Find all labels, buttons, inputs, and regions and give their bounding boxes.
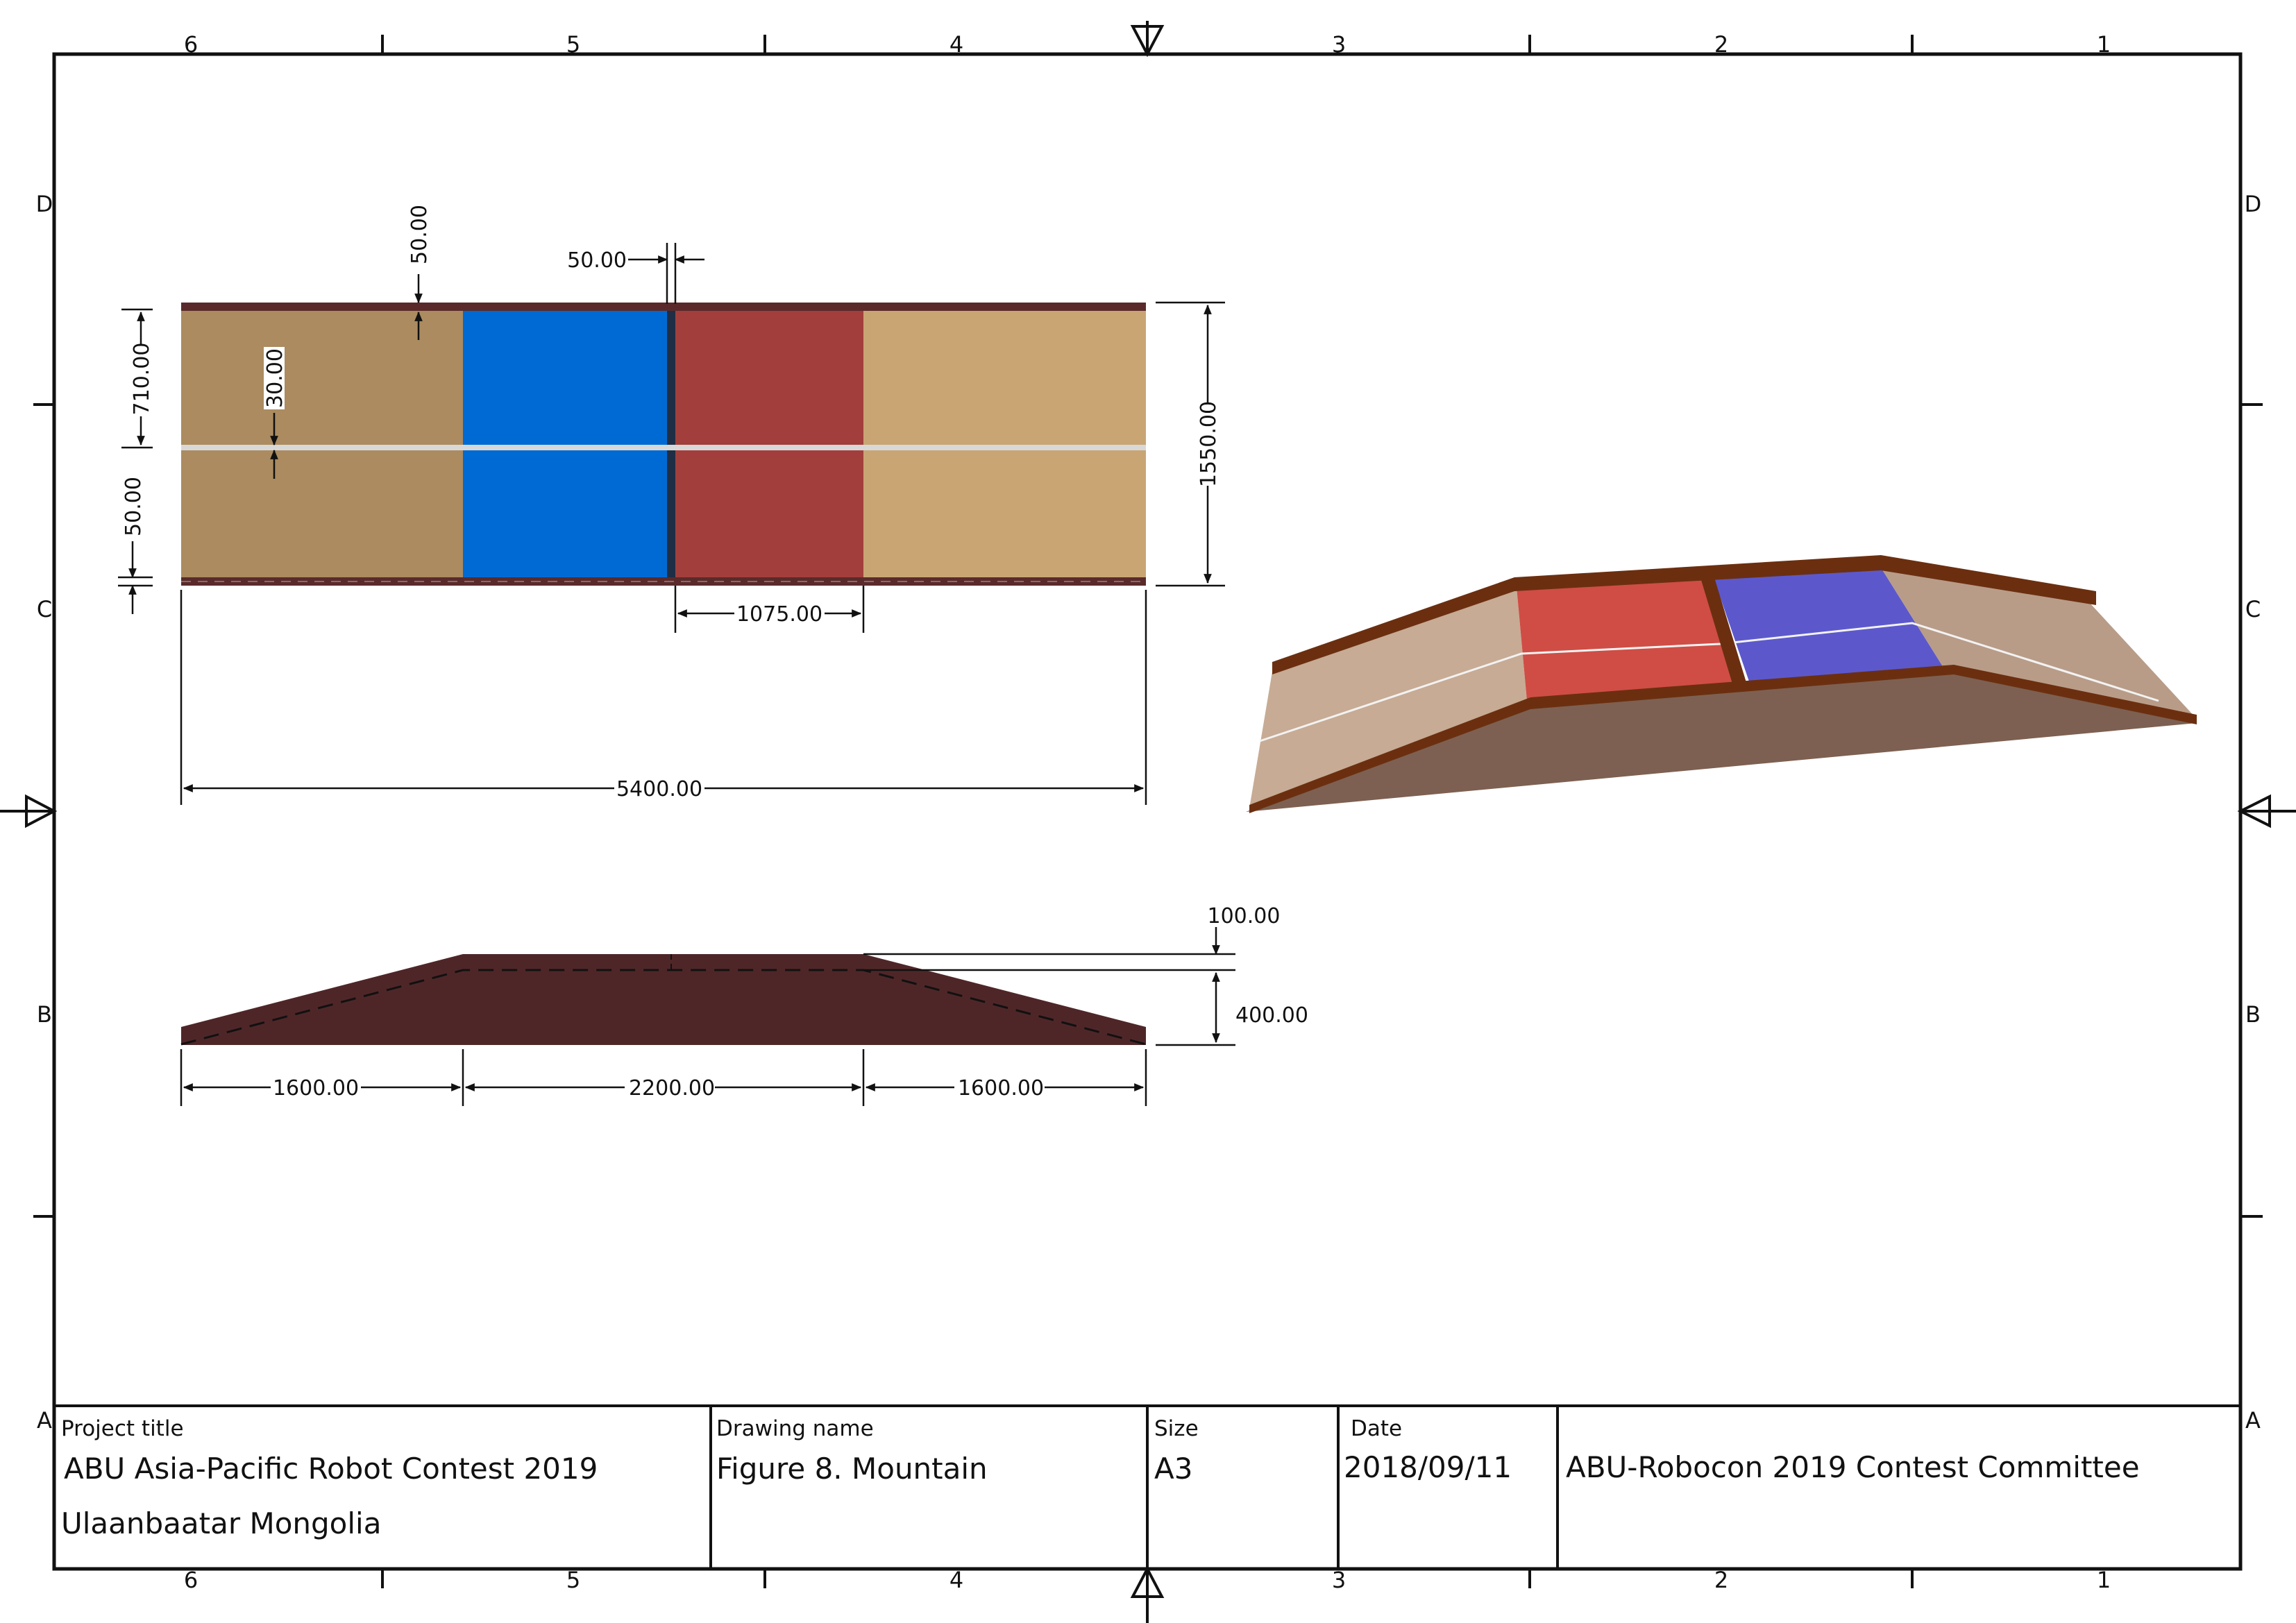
grid-labels: 6 5 4 3 2 1 6 5 4 3 2 1 D C B A D C B A	[36, 31, 2262, 1593]
row-label-d-left: D	[36, 191, 53, 217]
dim-label-mountain-height: 400.00	[1235, 1003, 1308, 1028]
dim-label-rail-height: 100.00	[1208, 904, 1281, 928]
center-mark-left	[25, 794, 58, 829]
dim-label-lower-rail: 50.00	[121, 477, 146, 536]
dim-label-slope-right: 1600.00	[958, 1076, 1044, 1101]
column-label-5-bottom: 5	[566, 1567, 580, 1593]
plan-blue-zone	[463, 309, 667, 579]
project-title-line1: ABU Asia-Pacific Robot Contest 2019	[64, 1452, 598, 1486]
column-label-6-top: 6	[184, 31, 198, 58]
column-label-2-top: 2	[1714, 31, 1728, 58]
dim-label-center-line: 30.00	[263, 348, 287, 408]
iso-divider	[1697, 566, 1748, 688]
dim-label-slope-left: 1600.00	[273, 1076, 359, 1101]
column-label-3-bottom: 3	[1332, 1567, 1346, 1593]
iso-center-line	[1259, 622, 2159, 742]
plan-top-rail	[181, 303, 1146, 311]
column-label-4-top: 4	[949, 31, 963, 58]
column-label-1-top: 1	[2097, 31, 2111, 58]
center-mark-top	[1130, 25, 1165, 58]
dim-label-overall-length: 5400.00	[616, 777, 702, 801]
plan-bottom-rail	[181, 577, 1146, 586]
title-block	[54, 1404, 2240, 1569]
elevation-dimension-labels: 100.00 400.00 1600.00 2200.00 1600.00	[271, 904, 1308, 1101]
title-block-text: Project title ABU Asia-Pacific Robot Con…	[61, 1416, 2140, 1540]
dim-label-divider: 50.00	[567, 248, 627, 273]
date-value: 2018/09/11	[1344, 1450, 1512, 1484]
dim-label-plateau: 2200.00	[629, 1076, 715, 1101]
center-mark-right	[2237, 794, 2271, 829]
row-label-b-right: B	[2245, 1001, 2261, 1028]
isometric-view	[1246, 555, 2197, 813]
iso-rail-front	[1249, 665, 2197, 813]
row-label-c-left: C	[37, 596, 52, 622]
plan-slope-right	[863, 309, 1146, 579]
iso-red-zone	[1517, 577, 1742, 701]
row-label-a-right: A	[2245, 1407, 2261, 1434]
column-label-4-bottom: 4	[949, 1567, 963, 1593]
iso-blue-zone	[1713, 568, 1943, 681]
plan-red-zone	[675, 309, 863, 579]
plan-slope-left	[181, 309, 463, 579]
iso-side-face	[1246, 666, 2197, 812]
column-label-2-bottom: 2	[1714, 1567, 1728, 1593]
elevation-view	[180, 954, 1147, 1046]
date-label: Date	[1351, 1416, 1402, 1441]
row-label-d-right: D	[2245, 191, 2262, 217]
dim-label-overall-width: 1550.00	[1197, 401, 1221, 487]
row-label-a-left: A	[37, 1407, 52, 1434]
dim-label-top-rail: 50.00	[407, 205, 432, 264]
mountain-hidden-line	[180, 969, 1147, 1046]
dim-label-zone-length: 1075.00	[736, 602, 822, 627]
author: ABU-Robocon 2019 Contest Committee	[1566, 1450, 2140, 1484]
size-label: Size	[1154, 1416, 1199, 1441]
column-label-1-bottom: 1	[2097, 1567, 2111, 1593]
row-label-c-right: C	[2245, 596, 2261, 622]
iso-rail-back	[1272, 555, 2096, 674]
column-label-6-bottom: 6	[184, 1567, 198, 1593]
project-title-line2: Ulaanbaatar Mongolia	[61, 1506, 381, 1540]
column-ticks-bottom	[381, 1569, 1914, 1623]
plan-dimension-labels: 50.00 50.00 710.00 30.00 50.00 1550.00 1…	[121, 201, 1221, 801]
column-label-5-top: 5	[566, 31, 580, 58]
row-label-b-left: B	[37, 1001, 52, 1028]
iso-slope-right	[1881, 568, 2197, 719]
center-mark-bottom	[1130, 1565, 1165, 1598]
drawing-frame	[0, 21, 2296, 1623]
plan-view	[181, 303, 1146, 586]
drawing-name: Figure 8. Mountain	[716, 1452, 988, 1486]
drawing-name-label: Drawing name	[716, 1416, 874, 1441]
mountain-profile	[181, 954, 1146, 1045]
column-label-3-top: 3	[1332, 31, 1346, 58]
size-value: A3	[1154, 1452, 1192, 1486]
project-title-label: Project title	[61, 1416, 184, 1441]
elevation-dimensions	[180, 927, 1235, 1106]
outer-frame	[52, 52, 2243, 1571]
plan-center-line	[181, 445, 1146, 450]
dim-label-upper-half: 710.00	[130, 343, 154, 416]
plan-divider	[667, 304, 675, 584]
